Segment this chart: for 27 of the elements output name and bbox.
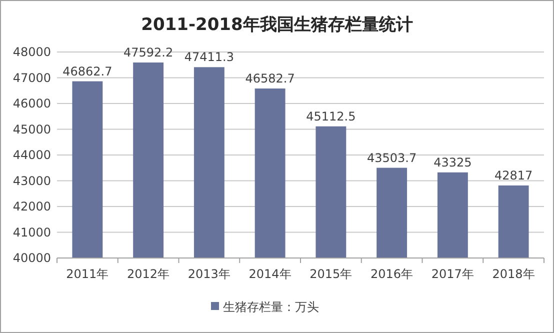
x-tick-label: 2013年 [188, 267, 230, 281]
x-tick-label: 2011年 [66, 267, 109, 281]
data-label: 47592.2 [124, 46, 174, 60]
data-label: 43325 [434, 155, 472, 170]
y-tick-label: 47000 [12, 70, 51, 85]
data-label: 45112.5 [306, 109, 356, 124]
x-tick-label: 2015年 [310, 267, 352, 281]
data-label: 43503.7 [367, 150, 417, 165]
data-label: 47411.3 [184, 50, 234, 64]
y-tick-label: 42000 [12, 200, 51, 214]
x-tick-label: 2016年 [370, 267, 414, 281]
y-tick-label: 48000 [12, 45, 51, 59]
y-tick-label: 40000 [12, 251, 51, 265]
chart-title: 2011-2018年我国生猪存栏量统计 [141, 15, 413, 35]
y-tick-label: 44000 [12, 148, 51, 162]
x-tick-label: 2017年 [431, 267, 474, 281]
legend-label: 生猪存栏量：万头 [223, 300, 319, 314]
y-tick-label: 46000 [12, 96, 51, 110]
x-tick-label: 2018年 [492, 267, 535, 281]
y-tick-label: 45000 [12, 122, 51, 136]
y-tick-label: 41000 [12, 225, 51, 240]
y-tick-label: 43000 [12, 174, 51, 188]
x-tick-label: 2014年 [248, 267, 292, 281]
x-tick-label: 2012年 [127, 267, 170, 281]
data-label: 46862.7 [62, 64, 112, 78]
data-label: 42817 [494, 168, 533, 182]
data-label: 46582.7 [245, 71, 295, 86]
